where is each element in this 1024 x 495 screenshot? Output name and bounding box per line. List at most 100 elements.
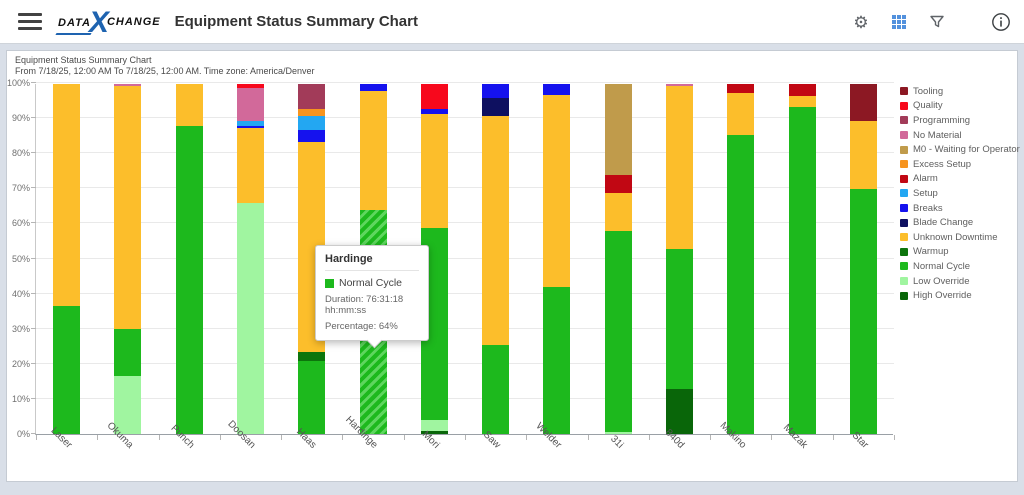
y-axis-tick — [31, 257, 36, 259]
chart-tooltip: Hardinge Normal Cycle Duration: 76:31:18… — [315, 245, 429, 349]
bar-segment[interactable] — [237, 87, 264, 121]
legend-item-setup[interactable]: Setup — [900, 186, 1020, 201]
gridline — [36, 397, 894, 399]
legend-label: Normal Cycle — [913, 260, 971, 272]
bar-doosan[interactable] — [237, 84, 264, 434]
bar-segment[interactable] — [482, 98, 510, 116]
bar-segment[interactable] — [543, 94, 571, 287]
bar-segment[interactable] — [666, 84, 693, 86]
bar-segment[interactable] — [849, 84, 877, 121]
bar-star[interactable] — [849, 84, 877, 434]
bar-segment[interactable] — [298, 351, 326, 361]
bar-segment[interactable] — [420, 420, 448, 431]
bar-segment[interactable] — [727, 134, 755, 434]
bar-punch[interactable] — [175, 84, 203, 434]
legend-item-warmup[interactable]: Warmup — [900, 245, 1020, 260]
bar-segment[interactable] — [420, 113, 448, 228]
y-axis-tick — [31, 187, 36, 189]
bar-segment[interactable] — [420, 430, 448, 434]
bar-saw[interactable] — [482, 84, 510, 434]
x-axis-tick — [281, 435, 283, 440]
bar-segment[interactable] — [53, 306, 81, 434]
hamburger-menu-icon[interactable] — [18, 9, 42, 34]
settings-gear-icon[interactable]: ⚙ — [853, 12, 869, 32]
legend-item-alarm[interactable]: Alarm — [900, 172, 1020, 187]
bar-segment[interactable] — [482, 344, 510, 434]
legend-item-excess-setup[interactable]: Excess Setup — [900, 157, 1020, 172]
bar-segment[interactable] — [727, 92, 755, 135]
bar-segment[interactable] — [604, 432, 632, 434]
tooltip-series-swatch — [325, 278, 334, 288]
bar-segment[interactable] — [175, 126, 203, 434]
bar-segment[interactable] — [727, 84, 755, 93]
info-icon[interactable] — [990, 11, 1012, 33]
bar-segment[interactable] — [604, 175, 632, 193]
bar-segment[interactable] — [788, 84, 816, 97]
bar-segment[interactable] — [604, 84, 632, 175]
bar-segment[interactable] — [237, 120, 264, 126]
bar-segment[interactable] — [114, 329, 142, 377]
bar-segment[interactable] — [53, 84, 81, 307]
legend-item-no-material[interactable]: No Material — [900, 128, 1020, 143]
bar-segment[interactable] — [298, 360, 326, 434]
filter-funnel-icon[interactable] — [926, 11, 948, 33]
table-view-icon[interactable] — [888, 11, 910, 33]
bar-segment[interactable] — [114, 85, 142, 329]
bar-segment[interactable] — [359, 84, 387, 91]
bar-mazak[interactable] — [788, 84, 816, 434]
bar-segment[interactable] — [237, 127, 264, 203]
bar-segment[interactable] — [298, 115, 326, 130]
bar-segment[interactable] — [114, 376, 142, 434]
bar-segment[interactable] — [420, 108, 448, 114]
bar-segment[interactable] — [482, 115, 510, 345]
legend-item-programming[interactable]: Programming — [900, 113, 1020, 128]
bar-segment[interactable] — [298, 129, 326, 142]
bar-segment[interactable] — [237, 203, 264, 434]
y-axis-label: 70% — [11, 183, 30, 194]
bar-segment[interactable] — [666, 85, 693, 249]
legend-item-normal-cycle[interactable]: Normal Cycle — [900, 259, 1020, 274]
bar-makino[interactable] — [727, 84, 755, 434]
bar-okuma[interactable] — [114, 84, 142, 434]
bar-segment[interactable] — [543, 84, 571, 95]
bar-segment[interactable] — [788, 96, 816, 107]
bar-segment[interactable] — [849, 189, 877, 434]
bar-segment[interactable] — [298, 108, 326, 116]
bar-segment[interactable] — [666, 388, 693, 434]
bar-segment[interactable] — [604, 192, 632, 231]
y-axis-label: 10% — [11, 393, 30, 404]
y-axis-label: 20% — [11, 358, 30, 369]
y-axis-label: 50% — [11, 253, 30, 264]
bar-segment[interactable] — [604, 231, 632, 433]
bar-segment[interactable] — [298, 84, 326, 109]
bar-segment[interactable] — [420, 84, 448, 109]
x-axis-tick — [771, 435, 773, 440]
legend-item-quality[interactable]: Quality — [900, 99, 1020, 114]
bar-segment[interactable] — [788, 106, 816, 434]
bar-segment[interactable] — [114, 84, 142, 86]
bar-segment[interactable] — [666, 248, 693, 389]
bar-segment[interactable] — [543, 287, 571, 434]
bar-840d[interactable] — [666, 84, 693, 434]
bar-segment[interactable] — [359, 91, 387, 210]
bar-segment[interactable] — [849, 120, 877, 189]
tooltip-percentage: Percentage: 64% — [325, 321, 398, 332]
bar-segment[interactable] — [237, 84, 264, 88]
dataxchange-logo: DATA X CHANGE — [55, 7, 161, 37]
legend-item-high-override[interactable]: High Override — [900, 288, 1020, 303]
bar-segment[interactable] — [237, 126, 264, 128]
bar-segment[interactable] — [175, 84, 203, 126]
legend-swatch — [900, 131, 908, 140]
legend-item-blade-change[interactable]: Blade Change — [900, 215, 1020, 230]
bar-31i[interactable] — [604, 84, 632, 434]
bar-welder[interactable] — [543, 84, 571, 434]
bar-segment[interactable] — [482, 84, 510, 98]
bar-laser[interactable] — [53, 84, 81, 434]
legend-swatch — [900, 247, 908, 256]
legend-item-m0-waiting-for-operator[interactable]: M0 - Waiting for Operator — [900, 142, 1020, 157]
legend-item-breaks[interactable]: Breaks — [900, 201, 1020, 216]
legend-item-tooling[interactable]: Tooling — [900, 84, 1020, 99]
legend-item-low-override[interactable]: Low Override — [900, 274, 1020, 289]
legend-item-unknown-downtime[interactable]: Unknown Downtime — [900, 230, 1020, 245]
legend-swatch — [900, 87, 908, 96]
